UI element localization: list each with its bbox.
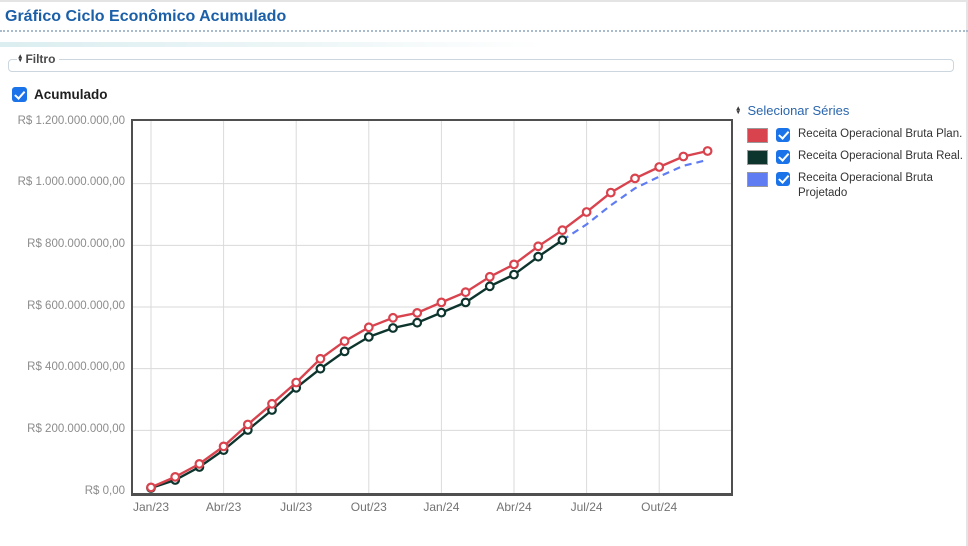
series-item: Receita Operacional Bruta Real. <box>735 149 965 165</box>
data-point-marker <box>146 482 156 493</box>
data-point-marker <box>581 207 592 217</box>
accumulated-checkbox[interactable] <box>12 87 27 102</box>
x-axis-tick-label: Abr/24 <box>496 500 532 514</box>
filter-label: Filtro <box>25 52 56 66</box>
data-point-marker <box>436 297 447 308</box>
x-axis-labels: Jan/23 Abr/23 Jul/23 Out/23 Jan/24 Abr/24 Jul/… <box>133 500 731 516</box>
accumulated-label: Acumulado <box>34 87 108 102</box>
data-point-marker <box>363 331 374 342</box>
y-axis-tick-label: R$ 400.000.000,00 <box>27 361 125 374</box>
series-label: Receita Operacional Bruta Real. <box>798 150 963 162</box>
y-axis-tick-label: R$ 0,00 <box>84 484 125 497</box>
data-point-marker <box>678 151 689 162</box>
y-axis-tick-label: R$ 1.200.000.000,00 <box>17 114 125 127</box>
series-line <box>561 158 708 242</box>
data-point-marker <box>170 472 181 482</box>
data-point-marker <box>557 225 568 236</box>
data-point-marker <box>388 312 398 323</box>
y-axis-tick-label: R$ 800.000.000,00 <box>27 237 125 250</box>
data-point-marker <box>291 377 302 388</box>
y-axis-labels: R$ 1.200.000.000,00 R$ 1.000.000.000,00 R$… <box>0 115 127 497</box>
data-point-marker <box>557 235 568 245</box>
data-point-marker <box>218 441 229 452</box>
series-checkbox[interactable] <box>776 171 790 186</box>
series-item: Receita Operacional Bruta Plan. <box>735 127 965 143</box>
x-axis-tick-label: Jan/24 <box>423 500 460 514</box>
collapse-icon[interactable]: ▲ ▼ <box>17 53 24 64</box>
data-point-marker <box>242 419 253 430</box>
data-point-marker <box>484 271 495 282</box>
x-axis-tick-label: Abr/23 <box>205 500 242 514</box>
data-point-marker <box>630 173 640 184</box>
series-color-swatch <box>747 150 768 165</box>
x-axis-tick-label: Jan/23 <box>132 500 170 514</box>
series-label: Receita Operacional Bruta Projetado <box>798 172 933 199</box>
y-axis-tick-label: R$ 600.000.000,00 <box>27 299 125 312</box>
series-line <box>150 239 564 490</box>
data-point-marker <box>460 297 471 308</box>
data-point-marker <box>412 317 423 328</box>
page-title: Gráfico Ciclo Econômico Acumulado <box>5 8 287 25</box>
data-point-marker <box>339 346 350 357</box>
data-point-marker <box>533 241 544 252</box>
series-panel-title-label: Selecionar Séries <box>747 103 850 118</box>
data-point-marker <box>605 187 616 198</box>
data-point-marker <box>315 363 326 374</box>
collapse-icon[interactable]: ▲ ▼ <box>735 104 742 116</box>
y-axis-tick-label: R$ 1.000.000.000,00 <box>17 176 125 189</box>
x-axis-tick-label: Out/24 <box>641 500 678 514</box>
x-axis-tick-label: Out/23 <box>350 500 387 514</box>
window-top-strip <box>0 0 968 2</box>
series-panel-title: ▲ ▼ Selecionar Séries <box>735 103 965 118</box>
filter-legend: ▲ ▼ Filtro <box>17 52 59 66</box>
series-color-swatch <box>747 128 768 143</box>
toolbar-band <box>0 42 545 47</box>
data-point-marker <box>436 307 447 318</box>
data-point-marker <box>339 336 350 347</box>
data-point-marker <box>460 287 471 298</box>
data-point-marker <box>509 259 519 270</box>
y-axis-tick-label: R$ 200.000.000,00 <box>27 422 125 435</box>
chart-plot-area <box>131 119 733 496</box>
series-item: Receita Operacional Bruta Projetado <box>735 171 965 201</box>
chart-canvas <box>133 121 731 493</box>
series-selector-panel: ▲ ▼ Selecionar Séries Receita Operacional… <box>735 103 965 201</box>
data-point-marker <box>412 307 423 318</box>
accumulated-row: Acumulado <box>12 87 108 102</box>
data-point-marker <box>702 146 713 156</box>
series-label: Receita Operacional Bruta Plan. <box>798 128 963 140</box>
series-color-swatch <box>747 172 768 187</box>
data-point-marker <box>509 269 519 280</box>
x-axis-tick-label: Jul/24 <box>570 500 603 514</box>
filter-panel[interactable]: ▲ ▼ Filtro <box>8 52 954 72</box>
data-point-marker <box>363 322 374 333</box>
data-point-marker <box>267 398 277 409</box>
data-point-marker <box>533 251 544 262</box>
data-point-marker <box>484 281 495 292</box>
series-items: Receita Operacional Bruta Plan. Receita O… <box>735 127 965 201</box>
series-checkbox[interactable] <box>776 149 790 164</box>
series-checkbox[interactable] <box>776 127 790 142</box>
data-point-marker <box>315 353 326 364</box>
window-right-strip <box>966 0 968 546</box>
title-divider <box>0 30 968 32</box>
data-point-marker <box>388 323 398 333</box>
series-line <box>150 149 708 489</box>
data-point-marker <box>194 459 205 469</box>
x-axis-tick-label: Jul/23 <box>280 500 313 514</box>
data-point-marker <box>654 162 665 172</box>
